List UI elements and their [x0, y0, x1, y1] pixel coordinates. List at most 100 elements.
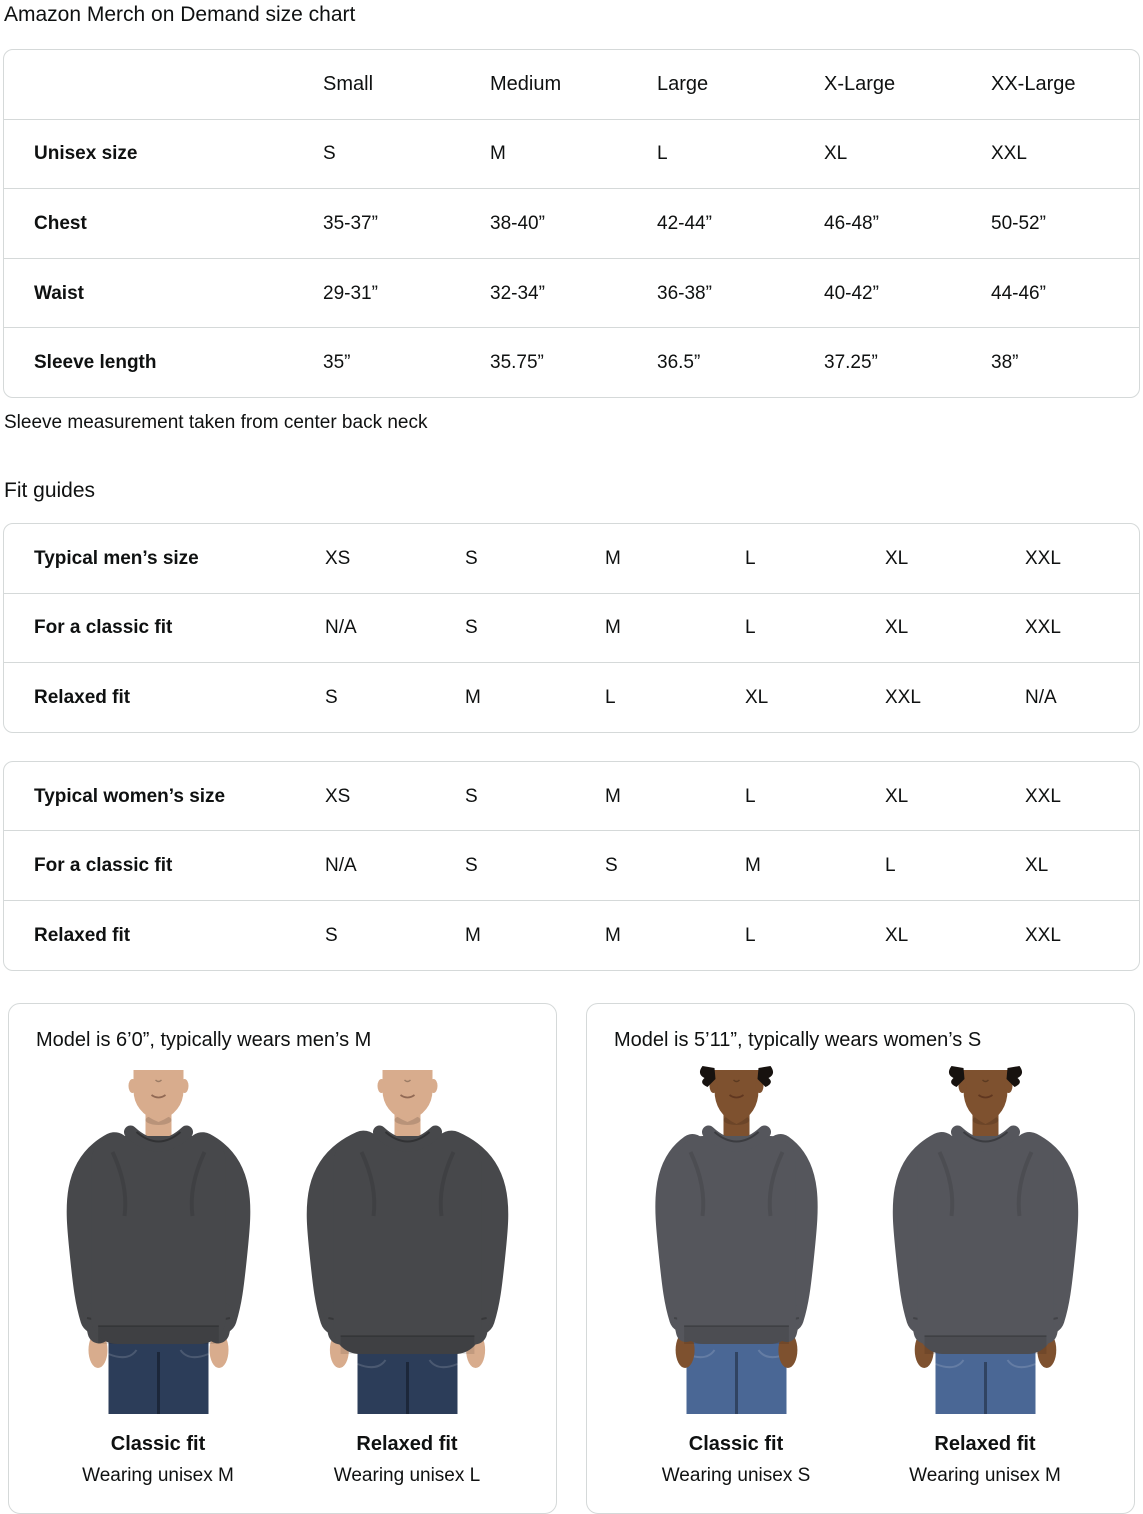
size-value: 40-42”	[824, 282, 879, 304]
model-photo-figure: Relaxed fit Wearing unisex L	[299, 1065, 515, 1487]
size-value: 29-31”	[323, 282, 378, 304]
wearing-size-label: Wearing unisex M	[82, 1464, 234, 1486]
fit-value: S	[465, 855, 478, 877]
size-value: 35-37”	[323, 212, 378, 234]
model-card-title: Model is 5’11”, typically wears women’s …	[614, 1028, 982, 1051]
fit-value: S	[325, 924, 338, 946]
fit-value: S	[465, 785, 478, 807]
fit-value: XL	[885, 924, 909, 946]
size-chart-row: Sleeve length 35” 35.75” 36.5” 37.25” 38”	[4, 327, 1139, 397]
size-value: 50-52”	[991, 212, 1046, 234]
fit-guide-row: For a classic fit N/A S M L XL XXL	[4, 592, 1139, 663]
fit-value: N/A	[325, 617, 357, 639]
size-value: 32-34”	[490, 282, 545, 304]
model-photo	[299, 1065, 515, 1414]
size-chart-row: Unisex size S M L XL XXL	[4, 118, 1139, 189]
mens-model-card: Model is 6’0”, typically wears men’s M	[8, 1002, 557, 1514]
row-label: Relaxed fit	[34, 686, 131, 708]
wearing-size-label: Wearing unisex L	[333, 1464, 481, 1486]
fit-value: XXL	[885, 686, 921, 708]
fit-type-label: Classic fit	[110, 1432, 206, 1455]
fit-value: M	[605, 785, 621, 807]
model-photo-figure: Classic fit Wearing unisex S	[628, 1065, 844, 1487]
size-value: 44-46”	[991, 282, 1046, 304]
size-value: 46-48”	[824, 212, 879, 234]
model-photos-row: Classic fit Wearing unisex M	[23, 1065, 542, 1487]
fit-value: L	[885, 855, 896, 877]
fit-value: S	[605, 855, 618, 877]
size-value: 38”	[991, 352, 1019, 374]
model-card-title: Model is 6’0”, typically wears men’s M	[36, 1028, 372, 1051]
size-value: 42-44”	[657, 212, 712, 234]
size-value: 37.25”	[824, 352, 878, 374]
fit-guide-row: For a classic fit N/A S S M L XL	[4, 830, 1139, 900]
model-photo-figure: Relaxed fit Wearing unisex M	[877, 1065, 1093, 1487]
fit-value: XS	[325, 547, 351, 569]
model-photo	[877, 1065, 1093, 1414]
fit-type-label: Relaxed fit	[356, 1432, 458, 1455]
size-value: M	[490, 143, 506, 165]
fit-value: M	[465, 686, 481, 708]
fit-guide-row: Relaxed fit S M L XL XXL N/A	[4, 662, 1139, 732]
page-title: Amazon Merch on Demand size chart	[4, 3, 356, 26]
mens-fit-table: Typical men’s size XS S M L XL XXL For a classi…	[3, 522, 1140, 733]
fit-value: M	[605, 617, 621, 639]
fit-value: XL	[885, 617, 909, 639]
row-label: Chest	[34, 212, 87, 234]
size-value: 35.75”	[490, 352, 544, 374]
fit-value: XL	[885, 785, 909, 807]
fit-value: M	[465, 924, 481, 946]
size-value: L	[657, 143, 668, 165]
fit-value: M	[605, 924, 621, 946]
wearing-size-label: Wearing unisex S	[661, 1464, 811, 1486]
size-value: XL	[824, 143, 848, 165]
row-label: Waist	[34, 282, 84, 304]
model-photos-row: Classic fit Wearing unisex S	[601, 1065, 1120, 1487]
model-photo	[628, 1065, 844, 1414]
size-chart-row: Chest 35-37” 38-40” 42-44” 46-48” 50-52”	[4, 188, 1139, 258]
womens-model-card: Model is 5’11”, typically wears women’s …	[586, 1002, 1135, 1514]
row-label: Sleeve length	[34, 352, 157, 374]
model-photo	[50, 1065, 266, 1414]
fit-value: XXL	[1025, 617, 1061, 639]
fit-value: XL	[1025, 855, 1049, 877]
fit-value: L	[745, 617, 756, 639]
fit-guide-row: Typical women’s size XS S M L XL XXL	[4, 762, 1139, 831]
fit-type-label: Classic fit	[688, 1432, 784, 1455]
size-value: XXL	[991, 143, 1027, 165]
size-value: 36-38”	[657, 282, 712, 304]
fit-value: M	[745, 855, 761, 877]
fit-guides-heading: Fit guides	[4, 478, 96, 502]
sleeve-note: Sleeve measurement taken from center bac…	[4, 411, 428, 433]
row-label: For a classic fit	[34, 617, 173, 639]
fit-value: N/A	[1025, 686, 1057, 708]
model-cards: Model is 6’0”, typically wears men’s M	[8, 1002, 1135, 1514]
fit-value: XXL	[1025, 785, 1061, 807]
size-value: 38-40”	[490, 212, 545, 234]
fit-guide-row: Typical men’s size XS S M L XL XXL	[4, 524, 1139, 593]
column-header: Large	[657, 72, 709, 95]
fit-value: S	[325, 686, 338, 708]
size-chart-row: Waist 29-31” 32-34” 36-38” 40-42” 44-46”	[4, 257, 1139, 328]
fit-value: XL	[885, 547, 909, 569]
size-value: 36.5”	[657, 352, 701, 374]
row-label: For a classic fit	[34, 855, 173, 877]
size-chart-header-row: Small Medium Large X-Large XX-Large	[4, 50, 1139, 119]
row-label: Relaxed fit	[34, 924, 131, 946]
fit-value: S	[465, 547, 478, 569]
column-header: X-Large	[824, 72, 896, 95]
fit-guide-row: Relaxed fit S M M L XL XXL	[4, 899, 1139, 970]
fit-value: L	[605, 686, 616, 708]
fit-value: S	[465, 617, 478, 639]
row-label: Typical women’s size	[34, 785, 226, 807]
size-chart-table: Small Medium Large X-Large XX-Large Unisex si…	[3, 49, 1140, 398]
fit-value: L	[745, 785, 756, 807]
column-header: XX-Large	[991, 72, 1076, 95]
fit-value: XS	[325, 785, 351, 807]
column-header: Small	[323, 72, 374, 95]
fit-value: XXL	[1025, 924, 1061, 946]
column-header: Medium	[490, 72, 562, 95]
size-value: 35”	[323, 352, 351, 374]
fit-value: XXL	[1025, 547, 1061, 569]
